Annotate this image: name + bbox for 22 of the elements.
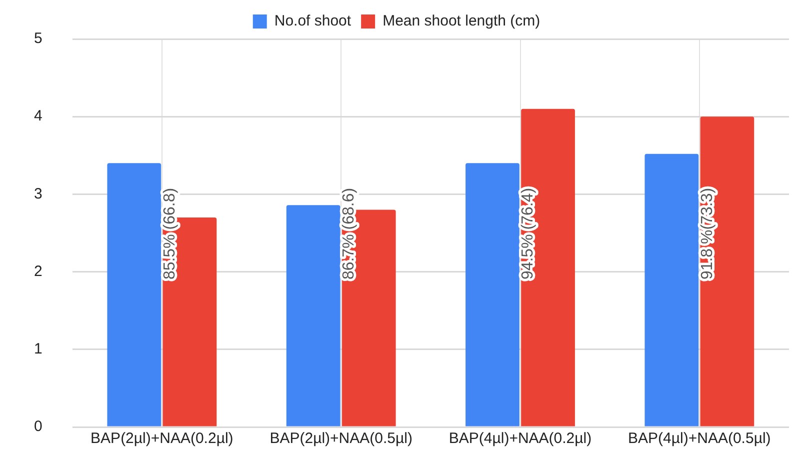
y-tick-label: 1 xyxy=(34,340,42,358)
y-tick-label: 2 xyxy=(34,262,42,280)
legend-label: No.of shoot xyxy=(274,12,352,30)
annotation: 85.5% (66.8) xyxy=(161,188,178,280)
bar xyxy=(107,163,162,426)
x-tick-label: BAP(4µl)+NAA(0.5µl) xyxy=(628,430,771,448)
x-tick-label: BAP(2µl)+NAA(0.2µl) xyxy=(90,430,234,448)
y-tick-label: 4 xyxy=(34,108,42,125)
bar xyxy=(521,108,575,426)
y-tick-label: 3 xyxy=(34,185,42,202)
bar xyxy=(644,154,699,426)
legend-label: Mean shoot length (cm) xyxy=(382,12,540,30)
annotation: 91.8 %(73.3) xyxy=(698,188,716,280)
bar xyxy=(286,205,340,426)
annotation: 94.5% (76.4) xyxy=(520,188,537,280)
x-tick-label: BAP(2µl)+NAA(0.5µl) xyxy=(270,430,412,448)
y-tick-label: 0 xyxy=(34,418,42,436)
bar xyxy=(700,116,754,426)
bar xyxy=(466,163,520,426)
x-tick-label: BAP(4µl)+NAA(0.2µl) xyxy=(448,430,592,448)
y-tick-label: 5 xyxy=(34,30,42,48)
annotation: 86.7% (68.6) xyxy=(340,188,358,280)
